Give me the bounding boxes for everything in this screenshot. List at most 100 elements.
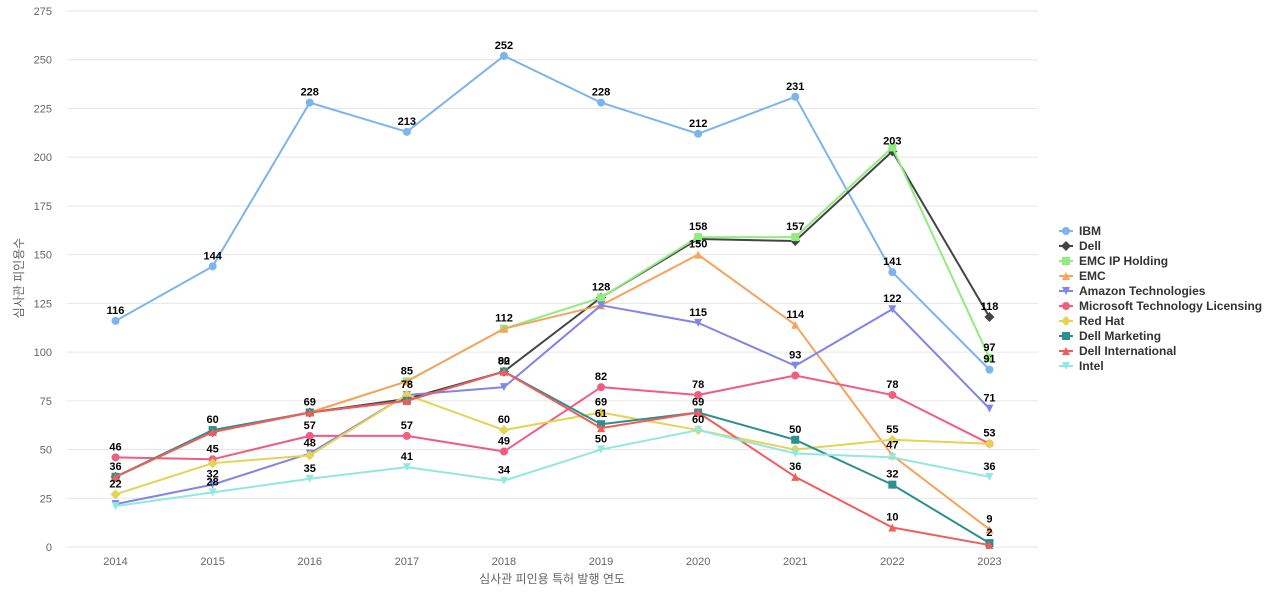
data-point[interactable]: [499, 324, 508, 333]
data-point[interactable]: [694, 408, 703, 417]
data-point[interactable]: [499, 383, 508, 392]
data-point[interactable]: [597, 293, 606, 302]
data-point[interactable]: [305, 408, 314, 417]
data-point[interactable]: [694, 250, 703, 259]
data-point[interactable]: [111, 316, 120, 325]
data-point[interactable]: [985, 365, 994, 374]
data-label: 228: [301, 87, 319, 99]
y-tick-label: 175: [34, 201, 52, 213]
data-point[interactable]: [208, 480, 217, 489]
data-point[interactable]: [791, 435, 800, 444]
data-label: 158: [689, 221, 707, 233]
data-point[interactable]: [888, 305, 897, 314]
data-point[interactable]: [888, 523, 897, 532]
series-red-hat: [110, 389, 995, 500]
data-point[interactable]: [597, 98, 606, 107]
data-point[interactable]: [597, 445, 606, 454]
data-point[interactable]: [985, 404, 994, 413]
y-tick-label: 0: [46, 542, 52, 554]
data-label: 203: [883, 135, 901, 147]
data-point[interactable]: [888, 268, 897, 277]
data-point[interactable]: [888, 453, 897, 462]
series-amazon-technologies: [111, 301, 994, 509]
series-ibm: [111, 51, 994, 374]
data-point[interactable]: [498, 425, 509, 436]
data-point[interactable]: [499, 51, 508, 60]
legend-item-ibm[interactable]: IBM: [1059, 224, 1101, 238]
data-point[interactable]: [402, 127, 411, 136]
x-tick-label: 2022: [880, 556, 904, 568]
series-line-emc-ip-holding: [115, 146, 991, 478]
legend-item-amazon-technologies[interactable]: Amazon Technologies: [1059, 284, 1206, 298]
data-label: 60: [207, 414, 219, 426]
data-point[interactable]: [596, 407, 607, 418]
data-point[interactable]: [791, 92, 800, 101]
data-point[interactable]: [597, 424, 606, 433]
data-point[interactable]: [208, 262, 217, 271]
x-tick-label: 2015: [200, 556, 224, 568]
data-point[interactable]: [305, 431, 314, 440]
data-point[interactable]: [791, 472, 800, 481]
x-tick-label: 2017: [395, 556, 419, 568]
data-point[interactable]: [791, 233, 800, 242]
data-point[interactable]: [402, 431, 411, 440]
data-point[interactable]: [984, 312, 995, 323]
data-point[interactable]: [888, 143, 897, 152]
legend-label: EMC: [1079, 269, 1106, 283]
data-labels: 1161442282132522282122311419120311811212…: [107, 40, 999, 539]
data-point[interactable]: [791, 320, 800, 329]
data-point[interactable]: [402, 396, 411, 405]
legend-item-intel[interactable]: Intel: [1059, 359, 1104, 373]
series-dell-international: [111, 367, 994, 550]
legend-item-dell-marketing[interactable]: Dell Marketing: [1059, 329, 1161, 343]
data-point[interactable]: [597, 383, 606, 392]
legend-item-dell[interactable]: Dell: [1059, 239, 1101, 253]
data-point[interactable]: [111, 472, 120, 481]
data-point[interactable]: [208, 428, 217, 437]
data-point[interactable]: [499, 476, 508, 485]
data-point[interactable]: [402, 463, 411, 472]
data-point[interactable]: [207, 458, 218, 469]
data-point[interactable]: [305, 474, 314, 483]
series-group: [110, 51, 995, 550]
data-point[interactable]: [499, 367, 508, 376]
legend-label: Dell: [1079, 239, 1101, 253]
legend-item-emc-ip-holding[interactable]: EMC IP Holding: [1059, 254, 1168, 268]
data-point[interactable]: [791, 449, 800, 458]
data-point[interactable]: [499, 447, 508, 456]
data-point[interactable]: [985, 541, 994, 550]
legend-item-microsoft-technology-licensing[interactable]: Microsoft Technology Licensing: [1059, 299, 1262, 313]
data-point[interactable]: [111, 502, 120, 511]
data-point[interactable]: [304, 450, 315, 461]
data-point[interactable]: [888, 480, 897, 489]
data-point[interactable]: [791, 361, 800, 370]
series-line-amazon-technologies: [115, 304, 991, 506]
data-point[interactable]: [985, 525, 994, 534]
legend-item-emc[interactable]: EMC: [1059, 269, 1106, 283]
legend-marker: [1061, 316, 1071, 326]
data-point[interactable]: [984, 438, 995, 449]
data-point[interactable]: [208, 488, 217, 497]
data-point[interactable]: [985, 353, 994, 362]
data-point[interactable]: [694, 233, 703, 242]
data-point[interactable]: [694, 318, 703, 327]
data-point[interactable]: [597, 301, 606, 310]
data-point[interactable]: [887, 434, 898, 445]
series-emc-ip-holding: [111, 143, 994, 481]
legend-item-red-hat[interactable]: Red Hat: [1059, 314, 1124, 328]
data-point[interactable]: [111, 453, 120, 462]
data-point[interactable]: [985, 472, 994, 481]
data-label: 2: [986, 527, 992, 539]
legend-item-dell-international[interactable]: Dell International: [1059, 344, 1176, 358]
data-label: 49: [498, 435, 510, 447]
data-point[interactable]: [110, 489, 121, 500]
data-point[interactable]: [402, 377, 411, 386]
data-point[interactable]: [694, 129, 703, 138]
data-point[interactable]: [791, 371, 800, 380]
data-point[interactable]: [888, 390, 897, 399]
data-point[interactable]: [694, 426, 703, 435]
data-point[interactable]: [694, 390, 703, 399]
data-label: 82: [498, 356, 510, 368]
data-point[interactable]: [305, 98, 314, 107]
